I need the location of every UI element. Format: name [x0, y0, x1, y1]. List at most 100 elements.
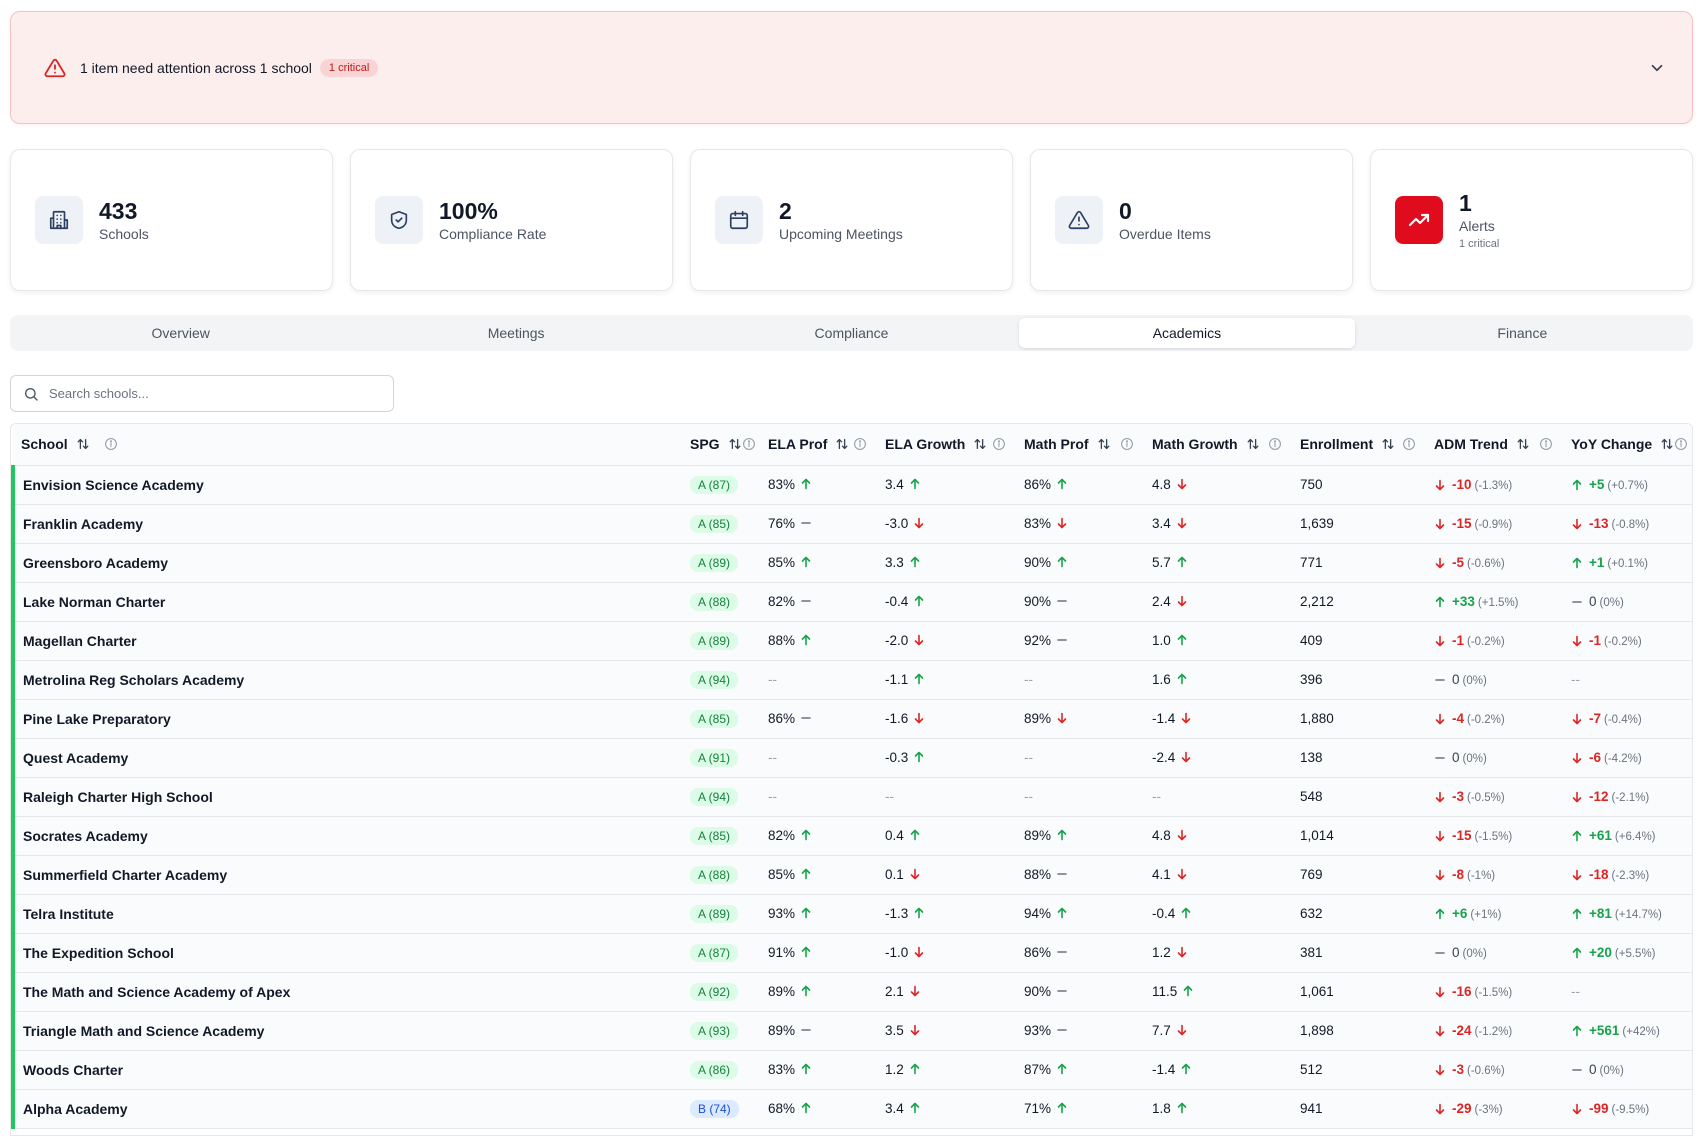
table-row[interactable]: Franklin Academy A (85) 76% -3.0 83% 3.4 1,639… [11, 504, 1692, 544]
tab-finance[interactable]: Finance [1497, 325, 1548, 341]
trend-value: -10 [1452, 477, 1472, 492]
sort-icon[interactable] [835, 437, 849, 451]
math-prof-cell: 90% [1016, 543, 1144, 583]
tab-academics[interactable]: Academics [1019, 318, 1355, 348]
tab-meetings[interactable]: Meetings [487, 325, 545, 341]
column-header-math-growth[interactable]: Math Growth [1144, 424, 1292, 466]
tab-overview[interactable]: Overview [151, 325, 210, 341]
cell-value: 1.2 [885, 1062, 904, 1077]
dash-icon [1571, 1064, 1584, 1077]
spg-cell: A (87) [672, 465, 760, 505]
sort-icon[interactable] [973, 437, 987, 451]
ela-growth-cell: -0.3 [877, 738, 1016, 778]
table-row[interactable]: Pine Lake Preparatory A (85) 86% -1.6 89% -1.… [11, 699, 1692, 739]
table-row[interactable]: Metrolina Reg Scholars Academy A (94) -- -1… [11, 660, 1692, 700]
table-row[interactable]: Magellan Charter A (89) 88% -2.0 92% 1.0 409 -1… [11, 621, 1692, 661]
adm-trend-cell: -8 (-1%) [1426, 855, 1563, 895]
stat-card-overdue[interactable]: 0 Overdue Items [1030, 149, 1353, 291]
sort-icon[interactable] [76, 437, 90, 451]
info-icon[interactable] [1539, 437, 1553, 451]
chevron-down-icon[interactable] [1648, 59, 1666, 77]
ela-prof-cell: 76% [760, 504, 877, 544]
stat-card-meetings[interactable]: 2 Upcoming Meetings [690, 149, 1013, 291]
arrow-down-icon [1434, 791, 1447, 804]
arrow-down-icon [913, 946, 925, 958]
sort-icon[interactable] [1660, 437, 1674, 451]
yoy-change-cell: +20 (+5.5%) [1563, 933, 1692, 973]
enrollment-cell: 512 [1292, 1050, 1426, 1090]
table-row[interactable]: Lake Norman Charter A (88) 82% -0.4 90% 2.4 2,… [11, 582, 1692, 622]
table-row[interactable]: Quest Academy A (91) -- -0.3 -- -2.4 138 0 (0%) -… [11, 738, 1692, 778]
table-row[interactable]: The Expedition School A (87) 91% -1.0 86% 1.2… [11, 933, 1692, 973]
calendar-icon [715, 196, 763, 244]
table-row[interactable]: Socrates Academy A (85) 82% 0.4 89% 4.8 1,014-… [11, 816, 1692, 856]
info-icon[interactable] [1120, 437, 1134, 451]
stat-card-compliance[interactable]: 100% Compliance Rate [350, 149, 673, 291]
column-header-spg[interactable]: SPG [672, 424, 760, 466]
table-row[interactable]: Telra Institute A (89) 93% -1.3 94% -0.4 632 +6… [11, 894, 1692, 934]
sort-icon[interactable] [1246, 437, 1260, 451]
adm-trend-cell: 0 (0%) [1426, 660, 1563, 700]
column-header-yoy-change[interactable]: YoY Change [1563, 424, 1692, 466]
sort-icon[interactable] [1097, 437, 1111, 451]
spg-cell: A (92) [672, 972, 760, 1012]
column-header-label: YoY Change [1571, 436, 1653, 453]
table-row[interactable]: Woods Charter A (86) 83% 1.2 87% -1.4 512 -3 (-0… [11, 1050, 1692, 1090]
search-input[interactable] [49, 386, 381, 401]
cell-value: -1.6 [885, 711, 909, 726]
trend-value: -15 [1452, 516, 1472, 531]
stat-card-schools[interactable]: 433 Schools [10, 149, 333, 291]
table-row[interactable]: Raleigh Charter High School A (94) -- -- -- -… [11, 777, 1692, 817]
info-icon[interactable] [1402, 437, 1416, 451]
attention-banner[interactable]: 1 item need attention across 1 school 1 … [10, 11, 1693, 124]
adm-trend-cell: -3 (-0.6%) [1426, 1050, 1563, 1090]
school-name: Woods Charter [11, 1050, 672, 1090]
math-prof-cell: 86% [1016, 933, 1144, 973]
table-row[interactable]: Summerfield Charter Academy A (88) 85% 0.1 8… [11, 855, 1692, 895]
stat-card-alerts[interactable]: 1 Alerts 1 critical [1370, 149, 1693, 291]
table-row[interactable]: Envision Science Academy A (87) 83% 3.4 86% 4… [11, 465, 1692, 505]
grade-badge: A (85) [690, 826, 739, 845]
trend-percent: (-1.5%) [1474, 831, 1513, 843]
column-header-math-prof[interactable]: Math Prof [1016, 424, 1144, 466]
arrow-down-icon [1176, 595, 1188, 607]
info-icon[interactable] [1674, 437, 1688, 451]
arrow-down-icon [1571, 752, 1584, 765]
math-growth-cell: -1.4 [1144, 699, 1292, 739]
sort-icon[interactable] [1516, 437, 1530, 451]
column-header-adm-trend[interactable]: ADM Trend [1426, 424, 1563, 466]
yoy-change-cell: -- [1563, 972, 1692, 1012]
table-row[interactable]: Alpha Academy B (74) 68% 3.4 71% 1.8 941 -29 (-3… [11, 1089, 1692, 1129]
table-row[interactable]: Greensboro Academy A (89) 85% 3.3 90% 5.7 771-… [11, 543, 1692, 583]
column-header-ela-prof[interactable]: ELA Prof [760, 424, 877, 466]
arrow-up-icon [800, 946, 812, 958]
trend-percent: (-1%) [1467, 870, 1496, 882]
sort-icon[interactable] [728, 437, 742, 451]
cell-value: -1.3 [885, 906, 909, 921]
sort-icon[interactable] [1381, 437, 1395, 451]
cell-value: 90% [1024, 555, 1052, 570]
column-header-school[interactable]: School [13, 424, 672, 466]
cell-value: -- [885, 789, 894, 804]
school-name: Raleigh Charter High School [11, 777, 672, 817]
cell-value: 2.1 [885, 984, 904, 999]
grade-badge: A (89) [690, 631, 739, 650]
table-row[interactable]: Triangle Math and Science Academy A (93) 8… [11, 1011, 1692, 1051]
dash-icon [1434, 947, 1447, 960]
enrollment-cell: 1,061 [1292, 972, 1426, 1012]
tab-compliance[interactable]: Compliance [814, 325, 889, 341]
info-icon[interactable] [853, 437, 867, 451]
column-header-ela-growth[interactable]: ELA Growth [877, 424, 1016, 466]
trend-percent: (-2.1%) [1611, 792, 1650, 804]
adm-trend-cell: -24 (-1.2%) [1426, 1011, 1563, 1051]
math-growth-cell: 1.6 [1144, 660, 1292, 700]
arrow-up-icon [800, 556, 812, 568]
info-icon[interactable] [992, 437, 1006, 451]
info-icon[interactable] [1268, 437, 1282, 451]
info-icon[interactable] [742, 437, 756, 451]
column-header-enrollment[interactable]: Enrollment [1292, 424, 1426, 466]
ela-growth-cell: 3.5 [877, 1011, 1016, 1051]
info-icon[interactable] [104, 437, 118, 451]
table-row[interactable]: The Math and Science Academy of Apex A (9… [11, 972, 1692, 1012]
spg-cell: A (87) [672, 933, 760, 973]
